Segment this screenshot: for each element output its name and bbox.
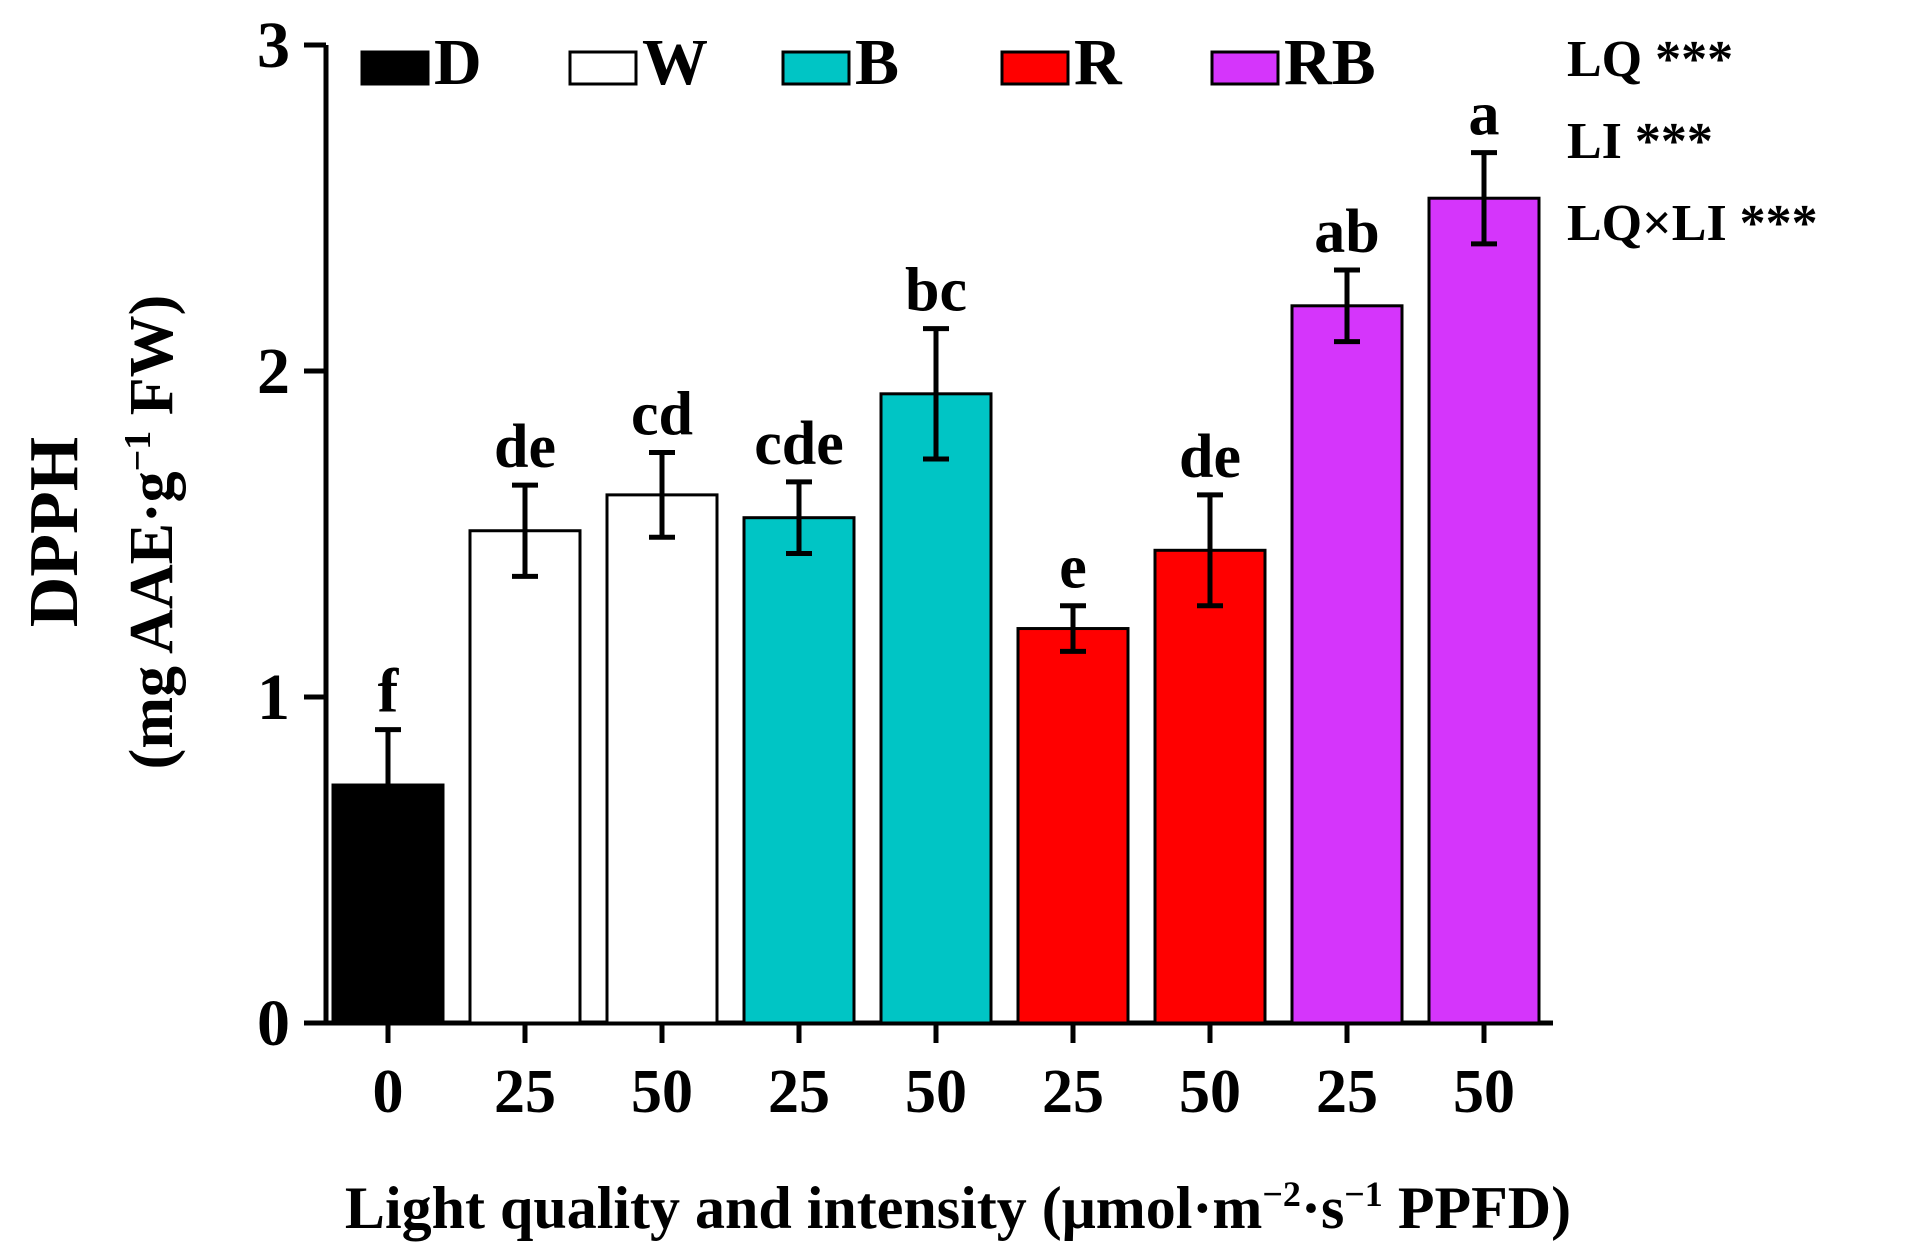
error-bars	[375, 150, 1497, 843]
x-tick-label: 50	[905, 1058, 967, 1126]
y-axis-label-line1: DPPH	[16, 437, 93, 628]
significance-letter: cd	[631, 381, 693, 449]
y-tick-label: 2	[257, 335, 290, 408]
legend-swatch-R	[1000, 50, 1070, 86]
significance-letter: a	[1469, 81, 1500, 149]
significance-letter: ab	[1314, 198, 1379, 266]
anova-annotation: LQ×LI ***	[1567, 195, 1818, 252]
y-ticks: 0 1 2 3	[257, 9, 326, 1060]
bar-B-50	[879, 392, 993, 1025]
x-ticks: 0 25 50 25 50 25 50 25 50	[373, 1023, 1515, 1126]
legend-label-W: W	[642, 26, 708, 99]
anova-annotation: LQ ***	[1567, 31, 1733, 88]
anova-annotations: LQ *** LI *** LQ×LI ***	[1567, 31, 1818, 252]
y-axis-label-line2: (mg AAE·g−1 FW)	[117, 295, 186, 770]
legend-swatch-RB	[1210, 50, 1280, 86]
significance-letter: bc	[905, 257, 967, 325]
bar-R-25	[1016, 627, 1130, 1025]
significance-letter: f	[378, 658, 400, 726]
significance-letter: de	[494, 413, 556, 481]
bar-W-25	[468, 529, 582, 1025]
x-tick-label: 25	[1316, 1058, 1378, 1126]
x-tick-label: 25	[768, 1058, 830, 1126]
x-tick-label: 0	[373, 1058, 404, 1126]
significance-letter: e	[1059, 534, 1087, 602]
y-tick-label: 3	[257, 9, 290, 82]
legend-label-B: B	[855, 26, 899, 99]
x-tick-label: 50	[1453, 1058, 1515, 1126]
legend-label-D: D	[434, 26, 482, 99]
x-axis-label: Light quality and intensity (μmol·m−2·s−…	[345, 1174, 1571, 1241]
bar-RB-50	[1427, 196, 1541, 1025]
y-tick-label: 1	[257, 661, 290, 734]
bar-B-25	[742, 516, 856, 1025]
y-tick-label: 0	[257, 987, 290, 1060]
anova-annotation: LI ***	[1567, 113, 1713, 170]
x-tick-label: 50	[631, 1058, 693, 1126]
significance-letter: cde	[754, 410, 844, 478]
x-tick-label: 25	[494, 1058, 556, 1126]
x-tick-label: 25	[1042, 1058, 1104, 1126]
bar-RB-25	[1290, 304, 1404, 1025]
x-tick-label: 50	[1179, 1058, 1241, 1126]
bar-W-50	[605, 493, 719, 1025]
legend: D W B R RB	[360, 26, 1376, 99]
legend-swatch-B	[781, 50, 851, 86]
legend-label-R: R	[1074, 26, 1123, 99]
significance-letters: f de cd cde bc e de ab a	[378, 81, 1500, 726]
legend-swatch-W	[568, 50, 638, 86]
significance-letter: de	[1179, 423, 1241, 491]
legend-swatch-D	[360, 50, 430, 86]
legend-label-RB: RB	[1284, 26, 1376, 99]
bar-R-50	[1153, 548, 1267, 1025]
